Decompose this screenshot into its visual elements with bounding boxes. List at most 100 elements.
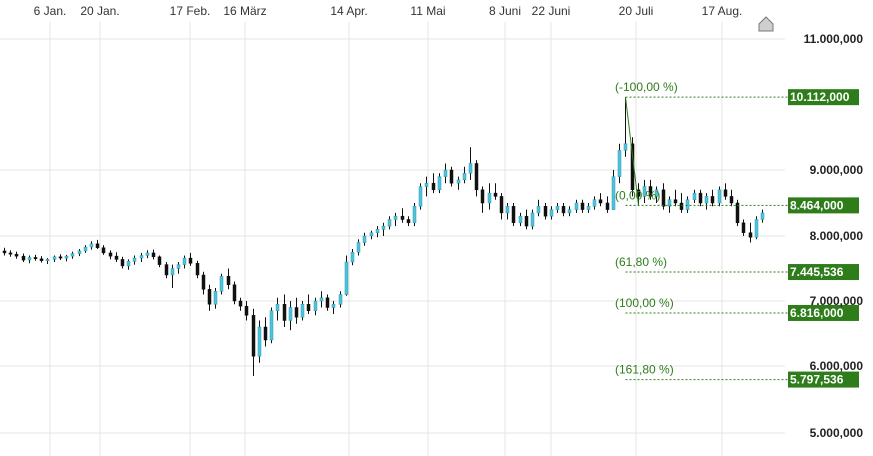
candle-body bbox=[400, 215, 405, 220]
candle bbox=[89, 241, 94, 250]
candle-body bbox=[195, 263, 200, 276]
candle bbox=[263, 317, 268, 347]
candle bbox=[406, 216, 411, 227]
candle bbox=[518, 212, 523, 227]
candle-body bbox=[201, 274, 206, 290]
fib-level-label: (161,80 %) bbox=[615, 363, 674, 377]
candle bbox=[164, 262, 169, 279]
candle-body bbox=[543, 206, 548, 217]
candle bbox=[257, 320, 262, 363]
y-tick-label: 5.000,000 bbox=[810, 426, 864, 440]
candle bbox=[505, 203, 510, 220]
candle-body bbox=[555, 206, 560, 210]
fibonacci-retracement: (-100,00 %)10.112,000(0,00 %)8.464,000(6… bbox=[615, 80, 859, 388]
candle-body bbox=[319, 297, 324, 302]
candle-body bbox=[424, 182, 429, 187]
candle bbox=[375, 226, 380, 238]
candle bbox=[300, 301, 305, 321]
candle-body bbox=[717, 189, 722, 204]
candle-body bbox=[132, 257, 137, 262]
candle bbox=[325, 294, 330, 311]
candle-body bbox=[468, 163, 473, 174]
candle-body bbox=[648, 186, 653, 197]
candle bbox=[424, 176, 429, 197]
candle-body bbox=[760, 212, 765, 220]
fib-level-label: (61,80 %) bbox=[615, 255, 667, 269]
candle bbox=[710, 189, 715, 207]
candle bbox=[101, 245, 106, 255]
candle-body bbox=[2, 250, 7, 254]
candle-body bbox=[331, 304, 336, 308]
y-tick-label: 9.000,000 bbox=[810, 163, 864, 177]
candle-body bbox=[39, 258, 44, 261]
candle bbox=[151, 249, 156, 260]
candle-body bbox=[263, 326, 268, 341]
candle bbox=[418, 183, 423, 210]
candle bbox=[14, 251, 19, 259]
candle-body bbox=[623, 143, 628, 151]
candle-body bbox=[294, 307, 299, 318]
candle bbox=[344, 255, 349, 296]
y-tick-label: 7.000,000 bbox=[810, 294, 864, 308]
candle bbox=[306, 294, 311, 314]
y-tick-label: 11.000,000 bbox=[804, 32, 864, 46]
candle-body bbox=[536, 206, 541, 214]
candle bbox=[313, 297, 318, 316]
candle-body bbox=[145, 252, 150, 256]
candle-body bbox=[586, 206, 591, 210]
candle-body bbox=[692, 192, 697, 200]
candle-body bbox=[362, 235, 367, 243]
candle bbox=[511, 203, 516, 227]
candle bbox=[549, 206, 554, 220]
candle bbox=[77, 249, 82, 257]
candle bbox=[617, 143, 622, 184]
candle bbox=[282, 294, 287, 327]
candle bbox=[530, 209, 535, 230]
candle bbox=[729, 189, 734, 207]
candle-body bbox=[232, 284, 237, 302]
candle bbox=[685, 196, 690, 213]
candle-body bbox=[350, 252, 355, 263]
candle bbox=[648, 179, 653, 200]
scroll-up-icon[interactable] bbox=[757, 14, 775, 34]
y-axis: 11.000,000 9.000,000 8.000,000 7.000,000 6.0… bbox=[804, 32, 864, 440]
candle-body bbox=[77, 250, 82, 254]
candle bbox=[623, 97, 628, 157]
candle bbox=[555, 203, 560, 213]
candle-body bbox=[431, 182, 436, 191]
candle-body bbox=[176, 264, 181, 269]
candle-body bbox=[574, 202, 579, 210]
candle-body bbox=[356, 242, 361, 253]
candle-body bbox=[449, 169, 454, 184]
candle-body bbox=[83, 246, 88, 252]
candle bbox=[27, 255, 32, 264]
candle bbox=[64, 254, 69, 262]
candle-body bbox=[580, 202, 585, 210]
grid-lines bbox=[0, 22, 785, 456]
candle bbox=[524, 209, 529, 230]
candle-body bbox=[33, 257, 38, 260]
candle bbox=[108, 250, 113, 260]
candle bbox=[586, 203, 591, 213]
candle bbox=[269, 307, 274, 344]
fib-level: (-100,00 %) 10.112,000 bbox=[615, 80, 859, 106]
candle-body bbox=[561, 206, 566, 214]
fib-value-label: 6.816,000 bbox=[790, 306, 844, 320]
candle-body bbox=[493, 192, 498, 197]
x-tick-label: 17 Feb. bbox=[170, 4, 211, 18]
candle-body bbox=[95, 243, 100, 248]
candle-body bbox=[685, 199, 690, 210]
candle bbox=[45, 258, 50, 264]
candle-body bbox=[64, 255, 69, 259]
candlestick-series bbox=[2, 97, 765, 377]
x-axis: 6 Jan. 20 Jan. 17 Feb. 16 März 14 Apr. 11 Mai… bbox=[34, 4, 743, 18]
candle-body bbox=[207, 289, 212, 305]
candle bbox=[654, 186, 659, 203]
x-tick-label: 6 Jan. bbox=[34, 4, 67, 18]
candle bbox=[58, 254, 63, 261]
candle bbox=[145, 250, 150, 259]
fib-level-label: (100,00 %) bbox=[615, 296, 674, 310]
candle bbox=[567, 206, 572, 217]
candle bbox=[580, 199, 585, 213]
candle-body bbox=[300, 304, 305, 318]
